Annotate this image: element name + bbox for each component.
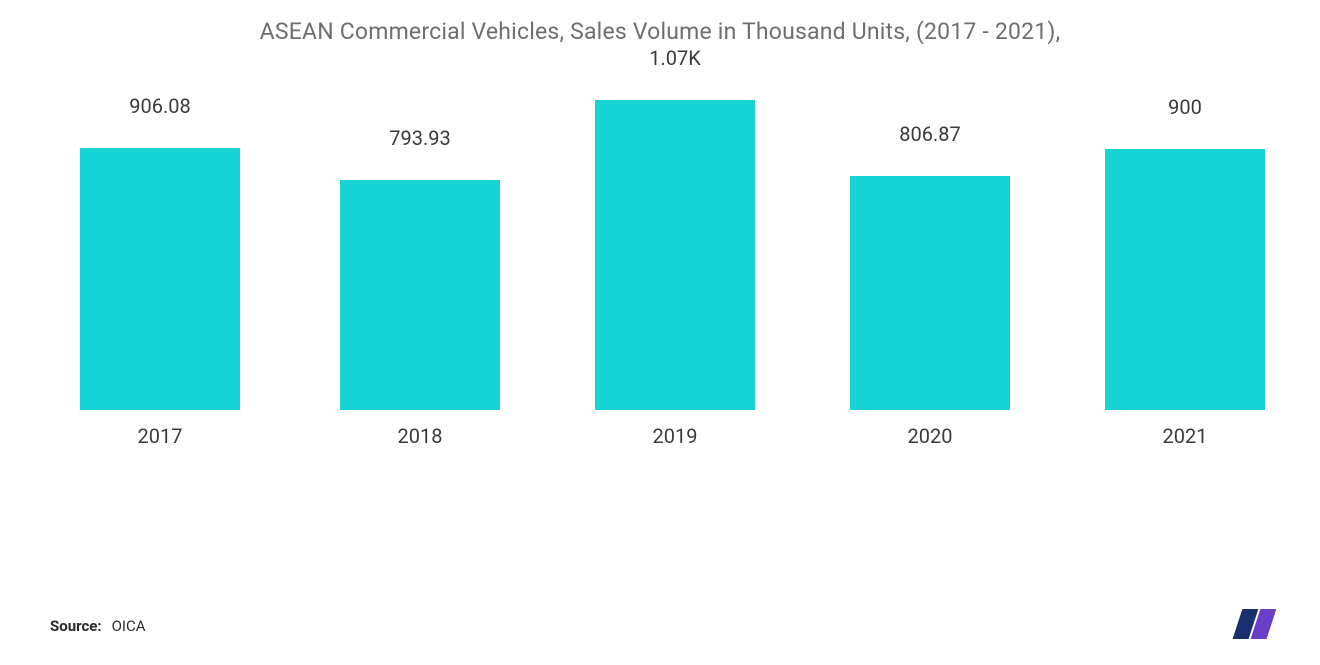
bar-value-label: 1.07K bbox=[649, 46, 701, 70]
bar bbox=[80, 148, 240, 411]
bar-wrap: 906.082017 bbox=[80, 100, 240, 410]
source-value: OICA bbox=[112, 617, 146, 635]
x-axis-label: 2018 bbox=[398, 424, 443, 448]
bar bbox=[1105, 149, 1265, 410]
x-axis-label: 2017 bbox=[138, 424, 183, 448]
bar-value-label: 900 bbox=[1168, 95, 1202, 119]
bar-value-label: 793.93 bbox=[389, 126, 450, 150]
brand-logo-icon bbox=[1225, 607, 1285, 641]
bar bbox=[850, 176, 1010, 410]
bar-wrap: 793.932018 bbox=[340, 100, 500, 410]
bar bbox=[340, 180, 500, 410]
bar-value-label: 806.87 bbox=[899, 122, 960, 146]
source-row: Source: OICA bbox=[50, 617, 146, 635]
x-axis-label: 2021 bbox=[1163, 424, 1208, 448]
bar-value-label: 906.08 bbox=[129, 94, 190, 118]
x-axis-label: 2020 bbox=[908, 424, 953, 448]
chart-container: ASEAN Commercial Vehicles, Sales Volume … bbox=[0, 0, 1320, 665]
plot-area: 906.082017 793.932018 1.07K2019 806.872020 9… bbox=[50, 100, 1270, 410]
bar-wrap: 806.872020 bbox=[850, 100, 1010, 410]
bar bbox=[595, 100, 755, 410]
bar-wrap: 1.07K2019 bbox=[595, 100, 755, 410]
x-axis-label: 2019 bbox=[653, 424, 698, 448]
source-label: Source: bbox=[50, 617, 102, 635]
bar-wrap: 9002021 bbox=[1105, 100, 1265, 410]
chart-title: ASEAN Commercial Vehicles, Sales Volume … bbox=[0, 18, 1320, 45]
